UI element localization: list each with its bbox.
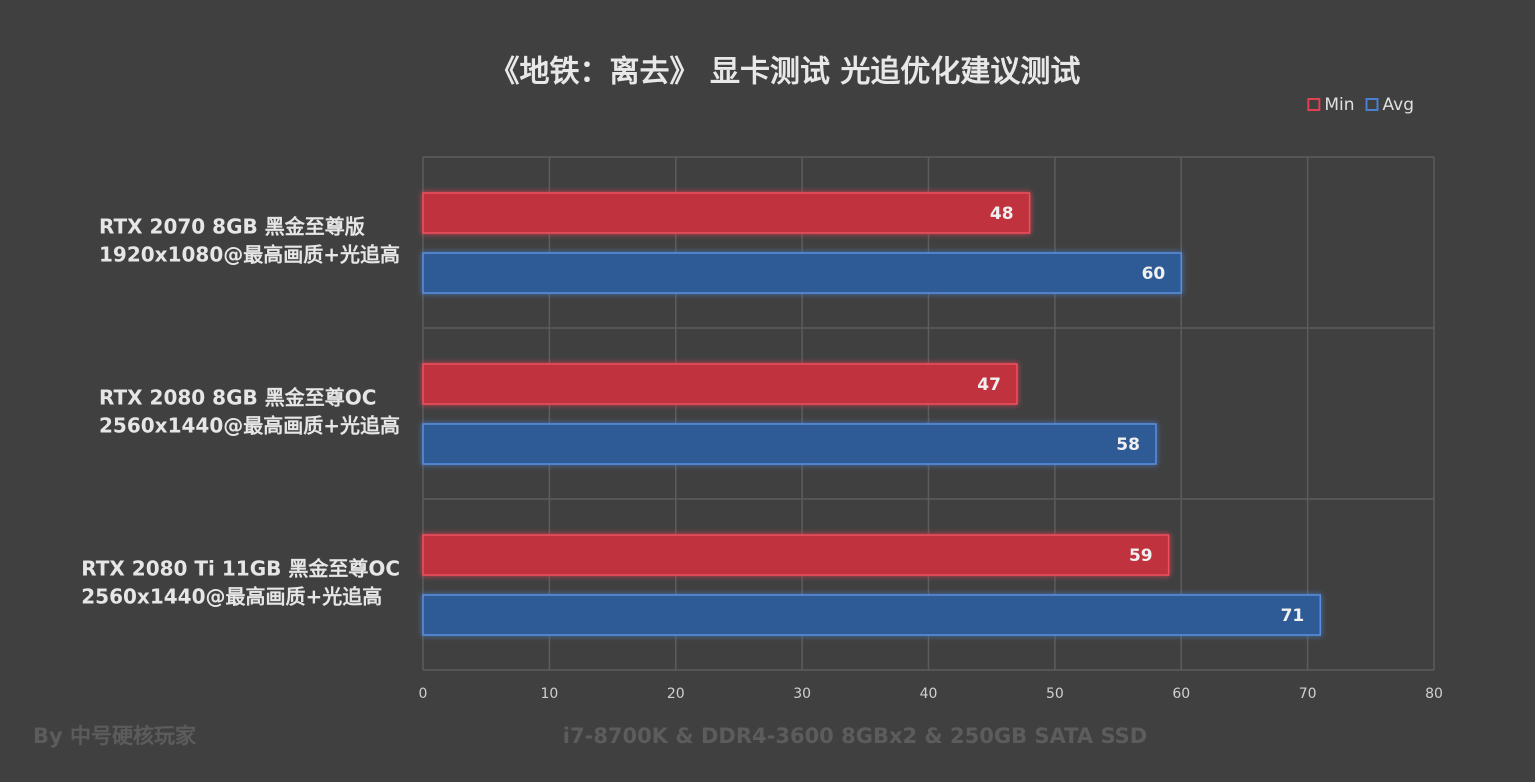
x-tick-label: 30 xyxy=(793,686,811,702)
bar xyxy=(422,252,1182,294)
bar xyxy=(422,192,1031,234)
x-tick-label: 50 xyxy=(1046,686,1064,702)
value-label: 48 xyxy=(990,204,1014,224)
x-tick-label: 40 xyxy=(920,686,938,702)
category-label: 1920x1080@最高画质+光追高 xyxy=(99,243,400,267)
value-label: 58 xyxy=(1116,435,1140,455)
chart-title: 《地铁：离去》 显卡测试 光追优化建议测试 xyxy=(490,55,1081,90)
bar xyxy=(422,594,1322,636)
legend-label: Min xyxy=(1324,95,1354,115)
category-label: RTX 2080 Ti 11GB 黑金至尊OC xyxy=(81,557,400,581)
value-label: 60 xyxy=(1142,264,1166,284)
x-tick-label: 60 xyxy=(1172,686,1190,702)
bar xyxy=(422,363,1018,405)
note: i7-8700K & DDR4-3600 8GBx2 & 250GB SATA … xyxy=(563,724,1147,748)
legend-swatch xyxy=(1365,98,1379,111)
category-label: RTX 2070 8GB 黑金至尊版 xyxy=(99,215,365,239)
x-tick-label: 80 xyxy=(1425,686,1443,702)
bar xyxy=(422,423,1157,465)
value-label: 47 xyxy=(977,375,1001,395)
category-label: 2560x1440@最高画质+光追高 xyxy=(81,585,382,609)
category-label: 2560x1440@最高画质+光追高 xyxy=(99,414,400,438)
legend-label: Avg xyxy=(1383,95,1415,115)
bar xyxy=(422,534,1170,576)
x-tick-label: 10 xyxy=(540,686,558,702)
legend-swatch xyxy=(1307,98,1321,111)
value-label: 59 xyxy=(1129,546,1153,566)
category-label: RTX 2080 8GB 黑金至尊OC xyxy=(99,386,376,410)
x-tick-label: 70 xyxy=(1299,686,1317,702)
value-label: 71 xyxy=(1281,606,1305,626)
x-tick-label: 20 xyxy=(667,686,685,702)
x-tick-label: 0 xyxy=(419,686,428,702)
credit: By 中号硬核玩家 xyxy=(33,724,197,748)
